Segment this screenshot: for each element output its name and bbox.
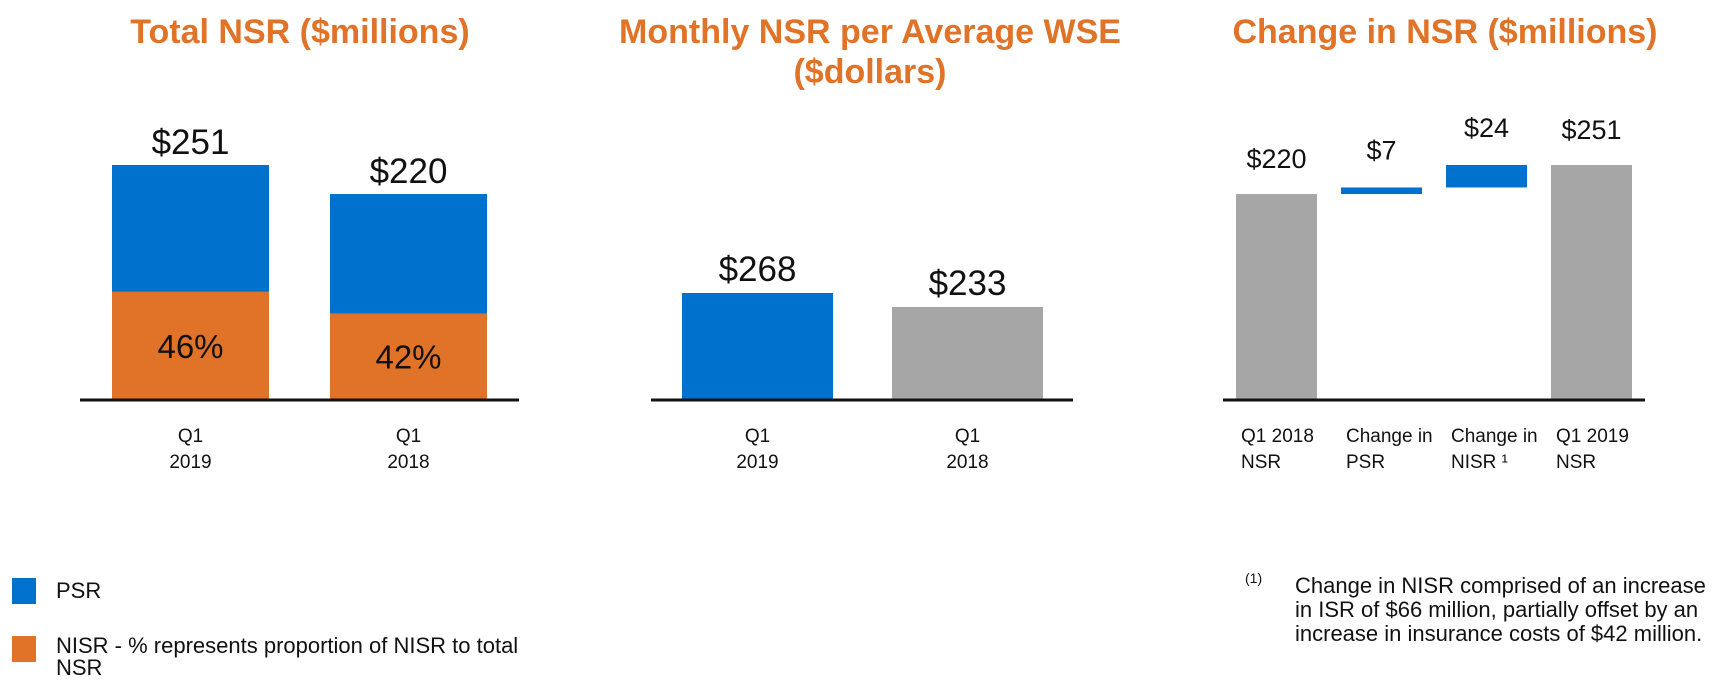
bar-psr-1 xyxy=(330,194,487,314)
x-tick-label-monthly-0-line-2: 2019 xyxy=(736,452,778,473)
bar-monthly-1 xyxy=(892,306,1043,400)
bar-waterfall-label-1: $7 xyxy=(1366,135,1396,165)
x-tick-label-monthly-1-line-2: 2018 xyxy=(946,452,988,473)
bar-nisr-0 xyxy=(112,291,269,400)
x-tick-label-waterfall-1-line-2: PSR xyxy=(1346,452,1385,473)
bar-waterfall-2 xyxy=(1446,165,1527,188)
x-tick-label-waterfall-3-line-1: Q1 2019 xyxy=(1556,426,1629,447)
chart-title-change-in-nsr: Change in NSR ($millions) xyxy=(1232,13,1658,51)
x-tick-label-total-1-line-2: 2018 xyxy=(387,452,429,473)
x-tick-label-waterfall-2-line-1: Change in xyxy=(1451,426,1538,447)
bar-monthly-label-1: $233 xyxy=(929,264,1007,303)
legend-item-psr: PSR xyxy=(12,578,566,604)
footnote-text: Change in NISR comprised of an increase … xyxy=(1295,573,1706,646)
x-tick-label-waterfall-3-line-2: NSR xyxy=(1556,452,1596,473)
chart-title-monthly-nsr-line-2: ($dollars) xyxy=(793,53,947,91)
x-tick-label-total-0-line-1: Q1 xyxy=(178,426,203,447)
x-tick-label-waterfall-0-line-2: NSR xyxy=(1241,452,1281,473)
bar-psr-0 xyxy=(112,165,269,292)
x-tick-label-waterfall-1-line-1: Change in xyxy=(1346,426,1433,447)
bar-nisr-1 xyxy=(330,313,487,400)
bar-waterfall-3 xyxy=(1551,165,1632,400)
bar-nisr-label-0: 46% xyxy=(157,328,223,365)
bar-nisr-label-1: 42% xyxy=(375,339,441,376)
bar-waterfall-label-3: $251 xyxy=(1561,115,1621,145)
legend-item-nisr: NISR - % represents proportion of NISR t… xyxy=(12,633,566,680)
bar-total-label-0: $251 xyxy=(152,123,230,162)
legend-label-nisr: NISR - % represents proportion of NISR t… xyxy=(56,633,519,680)
bar-total-label-1: $220 xyxy=(370,152,448,191)
legend-swatch-psr xyxy=(12,578,36,604)
x-tick-label-total-0-line-2: 2019 xyxy=(169,452,211,473)
legend-swatch-nisr xyxy=(12,636,36,662)
x-tick-label-waterfall-2-line-2: NISR ¹ xyxy=(1451,452,1508,473)
footnote-marker: (1) xyxy=(1245,570,1263,586)
x-tick-label-total-1-line-1: Q1 xyxy=(396,426,421,447)
bar-waterfall-label-0: $220 xyxy=(1246,144,1306,174)
bar-waterfall-1 xyxy=(1341,187,1422,195)
chart-title-monthly-nsr: Monthly NSR per Average WSE ($dollars) xyxy=(590,12,1150,92)
bar-waterfall-0 xyxy=(1236,194,1317,400)
bar-monthly-0 xyxy=(682,293,833,400)
x-tick-label-monthly-0-line-1: Q1 xyxy=(745,426,770,447)
legend-label-psr: PSR xyxy=(56,578,102,603)
chart-title-total-nsr: Total NSR ($millions) xyxy=(130,13,470,51)
x-tick-label-monthly-1-line-1: Q1 xyxy=(955,426,980,447)
chart-title-monthly-nsr-line-1: Monthly NSR per Average WSE xyxy=(619,13,1121,51)
x-tick-label-waterfall-0-line-1: Q1 2018 xyxy=(1241,426,1314,447)
bar-monthly-label-0: $268 xyxy=(719,250,797,289)
bar-waterfall-label-2: $24 xyxy=(1464,113,1509,143)
